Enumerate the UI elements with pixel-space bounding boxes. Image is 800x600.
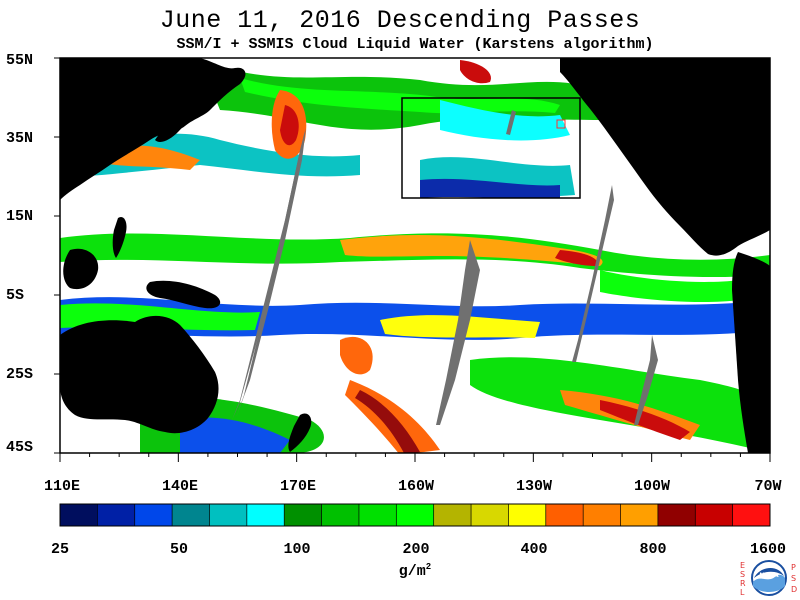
lat-label-35n: 35N (6, 130, 34, 147)
colorbar-cell-10 (433, 504, 472, 526)
colorbar-cell-14 (583, 504, 622, 526)
colorbar-cell-9 (396, 504, 435, 526)
colorbar-cell-3 (172, 504, 210, 526)
swath-gap-3 (572, 185, 614, 362)
colorbar-label-25: 25 (50, 541, 69, 558)
page-subtitle: SSM/I + SSMIS Cloud Liquid Water (Karste… (176, 36, 654, 53)
axis-ticks (54, 57, 771, 462)
page-title: June 11, 2016 Descending Passes (159, 6, 641, 35)
colorbar-frame (59, 503, 771, 527)
borneo-island (63, 248, 99, 290)
colorbar-label-1600: 1600 (749, 541, 786, 558)
units-exponent: 2 (425, 562, 432, 572)
colorbar-label-200: 200 (402, 541, 430, 558)
colorbar-cell-12 (508, 504, 547, 526)
lat-label-25s: 25S (6, 366, 34, 383)
colorbar-cell-0 (60, 504, 98, 526)
colorbar-cell-8 (358, 504, 397, 526)
swath-gap-2 (436, 240, 480, 425)
logo-center-text: NOAA (759, 572, 779, 579)
missing-data-swaths (232, 110, 658, 425)
logo-sky (754, 567, 784, 578)
logo-letter-l: L (740, 588, 745, 597)
colorbar-cell-2 (134, 504, 173, 526)
swath-gap-1b (236, 128, 306, 418)
logo-letter-s: S (740, 570, 745, 579)
lon-label-160w: 160W (397, 478, 434, 495)
japan-island (155, 87, 202, 143)
noaa-esrl-psd-logo: E S R L NOAA P S D (740, 560, 797, 597)
lat-label-45s: 45S (6, 439, 34, 456)
colorbar-label-400: 400 (520, 541, 548, 558)
colorbar-cell-18 (732, 504, 771, 526)
lon-label-170e: 170E (279, 478, 316, 495)
lon-label-100w: 100W (633, 478, 670, 495)
lat-label-15n: 15N (6, 208, 34, 225)
colorbar-label-100: 100 (283, 541, 311, 558)
colorbar-cell-7 (321, 504, 360, 526)
lat-label-55n: 55N (6, 52, 34, 69)
colorbar-cell-15 (620, 504, 659, 526)
colorbar-cell-4 (209, 504, 248, 526)
colorbar-cell-6 (284, 504, 323, 526)
colorbar-cell-13 (545, 504, 584, 526)
lat-label-5s: 5S (6, 287, 25, 304)
colorbar-label-50: 50 (169, 541, 188, 558)
new-guinea-island (146, 280, 221, 309)
swath-gap-5 (506, 110, 516, 135)
colorbar-cell-17 (695, 504, 734, 526)
north-america-landmass (560, 58, 770, 256)
swath-gap-4 (634, 335, 658, 425)
colorbar-label-800: 800 (639, 541, 667, 558)
logo-letter-s2: S (791, 574, 796, 583)
lon-label-140e: 140E (161, 478, 198, 495)
colorbar-units: g/m2 (385, 562, 445, 580)
units-base: g/m (398, 563, 426, 580)
colorbar-cell-16 (657, 504, 696, 526)
logo-wave (753, 574, 785, 592)
philippines-island (112, 216, 127, 258)
region-outline-box (401, 97, 581, 199)
colorbar-cell-1 (97, 504, 136, 526)
new-zealand-island (288, 413, 312, 452)
lon-label-130w: 130W (515, 478, 552, 495)
logo-letter-p: P (791, 563, 796, 572)
colorbar (59, 503, 771, 527)
south-america-landmass (732, 252, 770, 453)
colorbar-cell-5 (246, 504, 285, 526)
small-marker-box (556, 119, 566, 129)
logo-letter-e: E (740, 561, 745, 570)
logo-letter-d: D (791, 585, 797, 594)
colorbar-cell-11 (471, 504, 509, 526)
logo-letter-r: R (740, 579, 746, 588)
land-masses (60, 58, 770, 453)
lon-label-70w: 70W (754, 478, 782, 495)
australia-landmass (60, 315, 219, 434)
lon-label-110e: 110E (43, 478, 80, 495)
